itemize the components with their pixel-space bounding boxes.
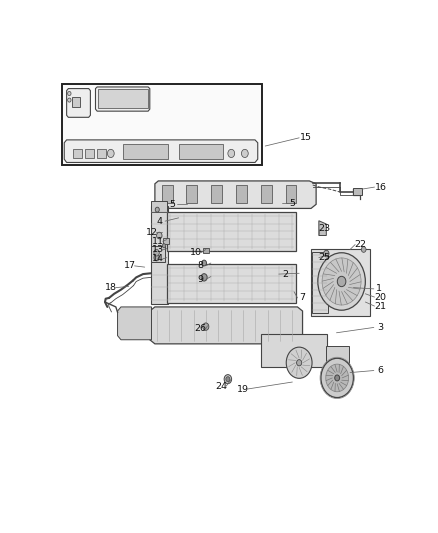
Circle shape [107, 149, 114, 158]
Text: 3: 3 [378, 323, 384, 332]
Bar [98, 88, 148, 108]
Bar [187, 185, 197, 204]
Text: 14: 14 [152, 254, 164, 263]
Circle shape [286, 347, 312, 378]
Bar [311, 248, 371, 317]
Bar [97, 149, 106, 158]
Bar [162, 238, 169, 244]
Circle shape [318, 253, 365, 310]
Bar [85, 149, 94, 158]
Circle shape [202, 260, 206, 266]
Text: 16: 16 [374, 183, 387, 191]
Text: 23: 23 [318, 224, 330, 233]
Circle shape [297, 360, 302, 366]
Text: 12: 12 [145, 228, 158, 237]
Circle shape [224, 375, 232, 384]
Bar [261, 185, 272, 204]
Circle shape [154, 249, 159, 256]
Circle shape [337, 276, 346, 287]
Bar [179, 143, 223, 159]
Bar [312, 252, 328, 313]
Polygon shape [117, 307, 152, 340]
Bar [236, 185, 247, 204]
Text: 26: 26 [195, 324, 207, 333]
Text: 17: 17 [124, 261, 135, 270]
Text: 8: 8 [198, 261, 204, 270]
Bar [261, 334, 327, 367]
Circle shape [226, 377, 230, 382]
Circle shape [67, 98, 71, 102]
Text: 9: 9 [198, 275, 204, 284]
Bar [325, 346, 349, 368]
Circle shape [241, 149, 248, 158]
Polygon shape [95, 87, 150, 111]
Bar [211, 185, 222, 204]
Polygon shape [155, 181, 316, 208]
Circle shape [156, 232, 162, 239]
Text: 11: 11 [152, 237, 164, 246]
Bar [167, 212, 296, 251]
Bar [286, 185, 297, 204]
Text: 19: 19 [237, 384, 249, 393]
Circle shape [361, 247, 366, 252]
Bar [74, 149, 82, 158]
Circle shape [324, 251, 329, 257]
Circle shape [322, 258, 361, 305]
Bar [152, 246, 165, 262]
Text: 25: 25 [318, 253, 330, 262]
Bar [353, 188, 362, 195]
Text: 10: 10 [190, 248, 201, 257]
Bar [61, 84, 262, 165]
Text: 5: 5 [290, 199, 295, 208]
Text: 4: 4 [157, 216, 163, 225]
Text: 20: 20 [374, 293, 387, 302]
Circle shape [228, 149, 235, 158]
Polygon shape [64, 140, 258, 163]
Circle shape [335, 375, 339, 381]
Text: 24: 24 [215, 382, 227, 391]
Circle shape [326, 364, 349, 392]
Text: 13: 13 [152, 245, 164, 254]
Text: 6: 6 [378, 366, 384, 375]
Bar [72, 97, 80, 107]
Text: 15: 15 [300, 133, 312, 142]
Circle shape [155, 207, 159, 212]
Polygon shape [67, 88, 90, 117]
Bar [167, 264, 296, 303]
Text: 18: 18 [105, 283, 117, 292]
Bar [203, 248, 208, 253]
Circle shape [201, 273, 207, 281]
Text: 2: 2 [283, 270, 289, 279]
Bar [151, 206, 168, 304]
Circle shape [154, 254, 159, 261]
Bar [162, 185, 173, 204]
Circle shape [67, 92, 71, 95]
Text: 7: 7 [300, 293, 306, 302]
Polygon shape [150, 307, 303, 344]
Polygon shape [319, 221, 326, 236]
Text: 21: 21 [374, 302, 387, 311]
Bar [152, 201, 167, 212]
Circle shape [162, 244, 166, 248]
Text: 22: 22 [354, 240, 366, 249]
Text: 5: 5 [169, 200, 175, 209]
Circle shape [203, 323, 209, 330]
Bar [123, 143, 169, 159]
Text: 1: 1 [376, 285, 382, 293]
Circle shape [321, 358, 353, 398]
